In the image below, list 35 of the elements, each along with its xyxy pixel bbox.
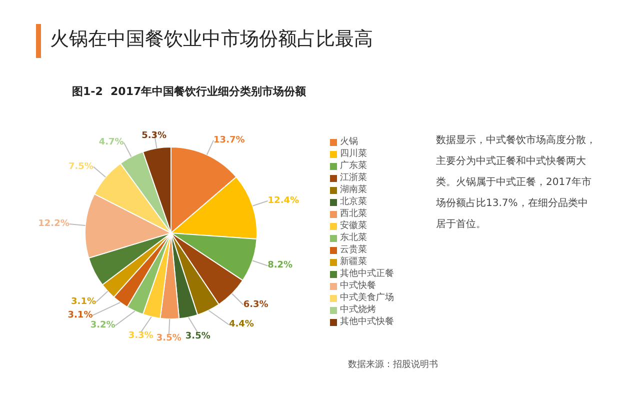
data-label: 7.5% bbox=[68, 162, 94, 172]
legend-label: 江浙菜 bbox=[340, 172, 367, 184]
legend-label: 云贵菜 bbox=[340, 244, 367, 256]
data-label: 12.2% bbox=[38, 219, 70, 230]
data-label: 5.3% bbox=[142, 131, 167, 142]
data-label: 3.3% bbox=[128, 330, 154, 341]
legend-label: 其他中式正餐 bbox=[340, 268, 394, 280]
legend-label: 湖南菜 bbox=[340, 184, 367, 196]
data-label: 3.1% bbox=[71, 297, 96, 308]
data-label: 3.2% bbox=[90, 320, 116, 331]
data-label: 13.7% bbox=[214, 135, 245, 146]
legend-label: 东北菜 bbox=[340, 232, 367, 244]
legend-label: 火锅 bbox=[340, 136, 358, 148]
chart-title: 火锅在中国餐饮业中市场份额占比最高 bbox=[50, 27, 373, 52]
data-label: 12.4% bbox=[268, 196, 300, 206]
legend-label: 中式烧烤 bbox=[340, 304, 376, 316]
data-label: 4.7% bbox=[98, 138, 124, 148]
data-label: 3.5% bbox=[185, 331, 210, 342]
legend-label: 安徽菜 bbox=[340, 220, 367, 232]
legend-label: 中式快餐 bbox=[340, 280, 376, 292]
data-label: 6.3% bbox=[243, 300, 268, 310]
text: 数据显示，中式餐饮市场高度分散，主要分为中式正餐和中式快餐两大类。火锅属于中式正餐，2017年市场份额占比13.7%，在细分品类中居于首位。 bbox=[436, 134, 596, 232]
chart-subtitle: 图1-2 2017年中国餐饮行业细分类别市场份额 bbox=[72, 84, 306, 99]
legend-label: 新疆菜 bbox=[340, 256, 367, 268]
data-label: 4.4% bbox=[228, 320, 254, 330]
source-note: 数据来源：招股说明书 bbox=[348, 358, 438, 371]
legend-label: 其他中式快餐 bbox=[340, 316, 394, 328]
legend-label: 四川菜 bbox=[340, 148, 367, 160]
legend-label: 北京菜 bbox=[340, 196, 367, 208]
legend-label: 中式美食广场 bbox=[340, 292, 394, 304]
data-label: 3.5% bbox=[156, 334, 182, 344]
legend-label: 西北菜 bbox=[340, 208, 367, 220]
data-label: 3.1% bbox=[68, 310, 93, 320]
legend-label: 广东菜 bbox=[340, 160, 367, 172]
data-label: 8.2% bbox=[268, 260, 293, 271]
